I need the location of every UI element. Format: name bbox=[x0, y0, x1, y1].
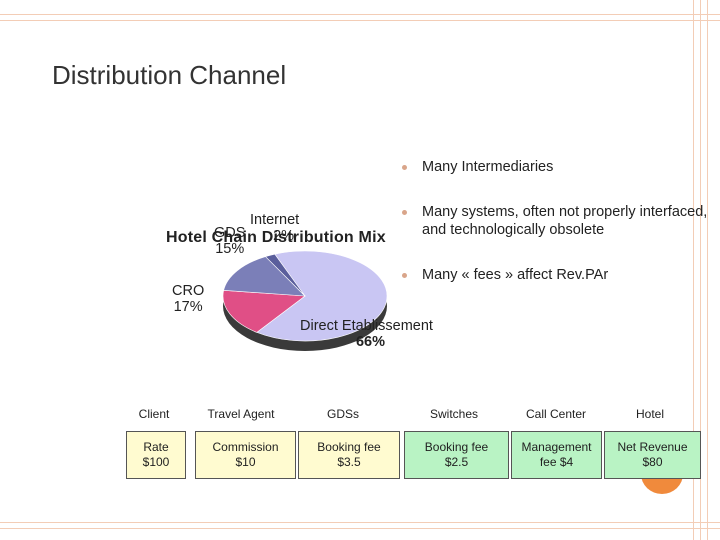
bullet-list: Many Intermediaries Many systems, often … bbox=[400, 158, 712, 311]
frame-line-right-2 bbox=[700, 0, 701, 540]
pie-slice-direct-etablissement bbox=[256, 250, 388, 342]
pie-title: Hotel Chain Distribution Mix bbox=[166, 229, 386, 246]
frame-line-right bbox=[693, 0, 694, 540]
pie-label-gds: GDS 15% bbox=[214, 225, 245, 257]
flow-box-line1: Net Revenue bbox=[617, 440, 688, 454]
flow-box-line2: $2.5 bbox=[444, 455, 469, 469]
pie-slice-cro bbox=[222, 290, 306, 333]
flow-box-client: Rate $100 bbox=[126, 431, 186, 479]
pie-label-internet-name: Internet bbox=[250, 212, 300, 228]
pie-label-direct-pct: 66% bbox=[355, 334, 385, 350]
pie-label-direct: Direct Etablissement 66% bbox=[300, 318, 433, 350]
bullet-item: Many Intermediaries bbox=[400, 158, 712, 176]
pie-label-internet-pct: 2% bbox=[273, 228, 295, 244]
bullet-item: Many « fees » affect Rev.PAr bbox=[400, 266, 712, 284]
flow-header-switches: Switches bbox=[429, 407, 479, 421]
frame-line-top-2 bbox=[0, 20, 720, 21]
flow-box-line1: Rate bbox=[143, 440, 169, 454]
slide-title: Distribution Channel bbox=[52, 60, 287, 90]
pie-slice-gds bbox=[223, 256, 306, 297]
flow-header-travel-agent: Travel Agent bbox=[207, 407, 275, 421]
pie-label-gds-pct: 15% bbox=[215, 241, 245, 257]
frame-line-right-3 bbox=[707, 0, 708, 540]
flow-box-line1: Booking fee bbox=[424, 440, 489, 454]
pie-label-gds-name: GDS bbox=[214, 225, 246, 241]
flow-header-call-center: Call Center bbox=[525, 407, 587, 421]
flow-box-switches: Booking fee $2.5 bbox=[404, 431, 509, 479]
frame-line-bottom bbox=[0, 522, 720, 523]
pie-label-direct-name: Direct Etablissement bbox=[300, 318, 433, 334]
flow-box-line1: Commission bbox=[212, 440, 279, 454]
flow-header-client: Client bbox=[138, 407, 170, 421]
flow-box-line2: $100 bbox=[142, 455, 170, 469]
flow-box-line2: $10 bbox=[235, 455, 256, 469]
pie-label-cro: CRO 17% bbox=[172, 283, 204, 315]
flow-box-travel-agent: Commission $10 bbox=[195, 431, 296, 479]
flow-box-line2: fee $4 bbox=[539, 455, 574, 469]
pie-label-internet: Internet 2% bbox=[250, 212, 299, 244]
pie-slice-internet bbox=[264, 253, 306, 297]
pie-label-cro-pct: 17% bbox=[173, 299, 203, 315]
bullet-item: Many systems, often not properly interfa… bbox=[400, 203, 712, 239]
flow-header-gdss: GDSs bbox=[326, 407, 359, 421]
flow-header-hotel: Hotel bbox=[635, 407, 664, 421]
flow-box-line2: $3.5 bbox=[337, 455, 361, 469]
flow-box-line1: Booking fee bbox=[317, 440, 381, 454]
flow-box-gdss: Booking fee $3.5 bbox=[298, 431, 400, 479]
frame-line-top bbox=[0, 14, 720, 15]
flow-box-call-center: Management fee $4 bbox=[511, 431, 602, 479]
flow-box-line1: Management bbox=[521, 440, 592, 454]
pie-label-cro-name: CRO bbox=[172, 283, 205, 299]
flow-box-hotel: Net Revenue $80 bbox=[604, 431, 701, 479]
frame-line-bottom-2 bbox=[0, 528, 720, 529]
flow-box-line2: $80 bbox=[642, 455, 663, 469]
